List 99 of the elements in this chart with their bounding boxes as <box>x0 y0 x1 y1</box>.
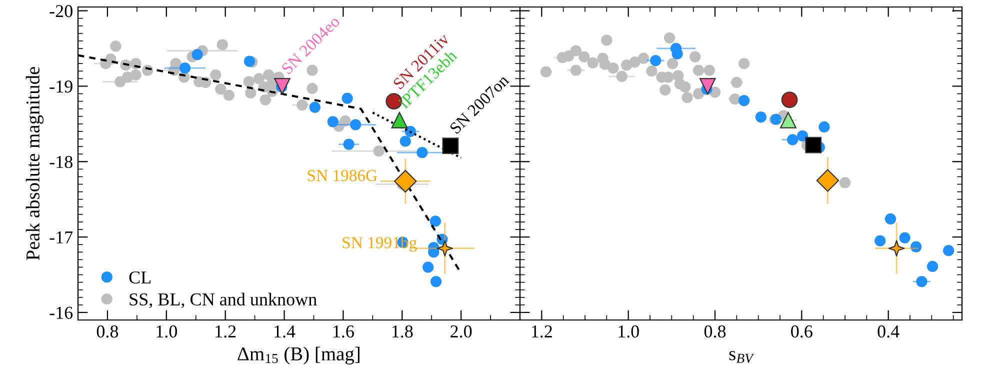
y-tick-label: -18 <box>50 156 72 168</box>
point <box>704 64 715 76</box>
point <box>394 170 417 193</box>
point <box>170 58 182 70</box>
x-tick-label: 1.8 <box>392 325 413 338</box>
x-tick-label: 0.8 <box>96 325 118 338</box>
point <box>327 116 338 128</box>
point <box>672 48 683 60</box>
point <box>260 94 271 106</box>
point <box>816 169 840 192</box>
x-tick-label: 0.8 <box>704 325 726 338</box>
point <box>884 213 896 224</box>
point <box>738 94 750 106</box>
x-axis-title: s$_{BV}$ <box>729 350 754 363</box>
annotation: SN 1986G <box>308 170 378 182</box>
x-tick-label: 0.4 <box>878 325 900 338</box>
point <box>192 48 203 60</box>
point <box>805 136 822 154</box>
point <box>243 76 254 88</box>
point <box>587 57 598 68</box>
point <box>436 240 454 257</box>
point <box>796 130 808 142</box>
point <box>540 66 552 78</box>
point <box>781 92 798 108</box>
y-tick-label: -20 <box>50 5 72 18</box>
point <box>130 69 142 80</box>
point <box>888 240 905 257</box>
point <box>731 76 742 88</box>
point <box>342 92 353 104</box>
point <box>780 112 796 128</box>
point <box>699 78 716 94</box>
point <box>738 58 750 70</box>
y-tick-label: -17 <box>50 231 73 244</box>
point <box>666 58 678 70</box>
point <box>629 56 640 68</box>
point <box>110 40 122 52</box>
point <box>340 115 351 126</box>
y-tick-label: -16 <box>50 306 73 319</box>
point <box>682 92 693 104</box>
point <box>899 232 910 244</box>
point <box>646 66 658 77</box>
point <box>430 216 441 227</box>
point <box>601 34 612 46</box>
point <box>692 64 704 76</box>
x-axis-title: Δm$_{15}$ (B) [mag] <box>238 346 360 364</box>
point <box>916 276 928 288</box>
point <box>400 136 411 147</box>
point <box>179 62 191 74</box>
point <box>296 99 308 111</box>
point <box>755 112 766 123</box>
point <box>570 45 582 56</box>
point <box>274 78 290 94</box>
point <box>416 147 428 158</box>
legend-label: CL <box>129 271 151 284</box>
point <box>343 138 354 150</box>
y-axis-title: Peak absolute magnitude <box>26 66 44 260</box>
x-tick-label: 1.6 <box>334 325 354 338</box>
point <box>690 51 701 62</box>
point <box>245 87 256 99</box>
point <box>664 32 676 44</box>
x-tick-label: 1.2 <box>532 325 552 338</box>
point <box>309 102 320 113</box>
y-tick-label: -19 <box>50 80 72 93</box>
point <box>578 51 590 62</box>
x-tick-label: 1.0 <box>618 325 639 338</box>
point <box>943 245 954 256</box>
point <box>105 53 116 65</box>
point <box>910 241 922 252</box>
point <box>638 52 650 64</box>
point <box>570 64 582 76</box>
point <box>306 64 318 76</box>
point <box>650 54 662 66</box>
point <box>223 90 234 101</box>
point <box>373 146 384 157</box>
point <box>680 81 691 92</box>
point <box>787 134 798 146</box>
point <box>422 262 434 273</box>
point <box>442 138 459 154</box>
point <box>215 84 226 95</box>
point <box>210 69 222 80</box>
x-tick-label: 1.4 <box>274 325 296 338</box>
point <box>430 276 442 288</box>
point <box>216 39 228 50</box>
point <box>660 84 671 96</box>
x-tick-label: 1.0 <box>156 325 177 338</box>
point <box>608 62 619 74</box>
x-tick-label: 1.2 <box>216 325 236 338</box>
point <box>874 235 886 246</box>
point <box>391 112 408 128</box>
point <box>926 260 938 272</box>
x-tick-label: 2.0 <box>450 325 472 338</box>
x-tick-label: 0.6 <box>791 325 812 338</box>
point <box>839 177 851 188</box>
point <box>244 56 256 67</box>
point <box>350 119 362 130</box>
legend-label: SS, BL, CN and unknown <box>130 292 317 308</box>
point <box>306 82 318 94</box>
point <box>818 121 830 132</box>
point <box>616 70 628 82</box>
